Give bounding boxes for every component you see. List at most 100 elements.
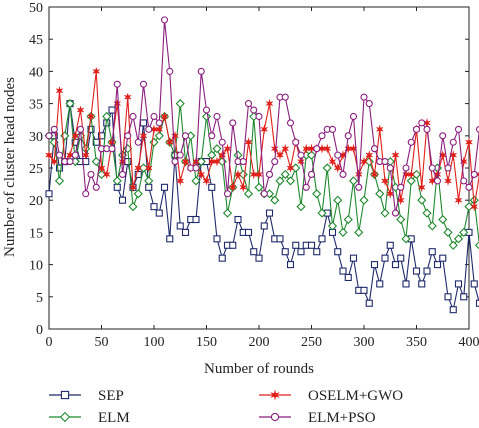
data-point [412, 125, 421, 133]
data-point [113, 80, 121, 88]
data-point [66, 158, 74, 166]
data-point [154, 131, 164, 141]
data-point [250, 248, 258, 256]
data-point [460, 156, 468, 167]
data-point [98, 164, 105, 172]
data-point [92, 183, 100, 191]
data-point [255, 254, 263, 262]
legend-item: OSELM+GWO [259, 388, 403, 404]
data-point [306, 150, 317, 160]
data-point [155, 124, 163, 135]
data-point [202, 106, 211, 114]
data-point [302, 143, 310, 154]
data-point [160, 16, 169, 24]
data-point [433, 261, 442, 269]
data-point [77, 106, 84, 114]
data-point [50, 157, 58, 166]
data-point [307, 170, 316, 178]
data-point [176, 175, 184, 186]
data-point [354, 227, 364, 237]
data-point [418, 182, 426, 193]
data-point [208, 156, 216, 167]
legend-label: ELM [98, 410, 130, 426]
data-point [391, 261, 400, 269]
data-point [281, 248, 289, 256]
data-point [254, 182, 264, 192]
x-tick-label: 0 [46, 335, 53, 350]
data-point [87, 170, 95, 178]
data-point [397, 195, 405, 206]
data-point [166, 137, 174, 148]
data-point [412, 267, 421, 275]
legend-item: ELM+PSO [259, 410, 376, 426]
data-point [139, 80, 148, 88]
data-point [229, 241, 237, 249]
data-point [444, 175, 452, 186]
data-point [381, 175, 389, 186]
data-point [454, 280, 463, 288]
data-point [239, 158, 247, 166]
data-point [265, 170, 274, 178]
data-point [171, 158, 179, 166]
data-point [92, 138, 100, 146]
data-point [229, 182, 237, 193]
data-point [128, 202, 138, 212]
data-point [150, 203, 158, 211]
legend: SEP ELM OSELM+GWO ELM+PSO [49, 388, 403, 426]
data-point [286, 261, 295, 269]
legend-label: SEP [98, 388, 124, 404]
data-point [287, 163, 294, 173]
data-point [449, 138, 457, 146]
data-point [218, 150, 226, 161]
data-point [229, 119, 237, 127]
data-point [113, 99, 121, 108]
data-point [150, 112, 158, 121]
data-point [55, 151, 64, 159]
data-point [65, 99, 75, 109]
legend-marker [60, 390, 70, 400]
data-point [344, 273, 352, 282]
x-axis-label: Number of rounds [204, 361, 314, 377]
data-point [166, 235, 174, 243]
y-axis-ticks: 0 5 10 15 20 25 30 35 40 45 50 [29, 1, 469, 338]
data-point [260, 124, 268, 135]
data-point [438, 214, 448, 225]
data-point [138, 163, 149, 173]
x-tick-label: 250 [301, 335, 322, 350]
data-point [329, 156, 336, 167]
data-point [243, 189, 254, 199]
data-point [201, 111, 212, 122]
data-point [108, 106, 116, 114]
data-point [401, 234, 411, 244]
data-point [238, 169, 248, 180]
data-point [234, 169, 242, 180]
data-point [449, 150, 457, 161]
legend-marker [270, 389, 280, 401]
series-oselm-gwo [45, 67, 479, 212]
legend-label: OSELM+GWO [308, 388, 403, 404]
data-point [453, 234, 464, 244]
data-point [103, 170, 111, 179]
legend-item: SEP [49, 388, 124, 404]
data-point [192, 164, 200, 172]
data-point [139, 119, 148, 127]
data-point [297, 248, 305, 256]
data-point [213, 156, 221, 167]
data-point [250, 106, 258, 114]
data-point [175, 99, 185, 109]
data-point [339, 267, 347, 275]
data-point [213, 235, 221, 243]
data-point [71, 131, 79, 140]
data-point [475, 125, 479, 133]
data-point [313, 145, 321, 153]
data-point [203, 175, 210, 186]
series-layer [44, 16, 479, 314]
data-point [355, 183, 363, 191]
data-point [375, 189, 385, 199]
data-point [281, 143, 289, 154]
data-point [386, 241, 394, 249]
data-point [391, 209, 400, 217]
x-tick-label: 50 [95, 335, 109, 350]
data-point [349, 254, 358, 262]
data-point [212, 144, 222, 154]
